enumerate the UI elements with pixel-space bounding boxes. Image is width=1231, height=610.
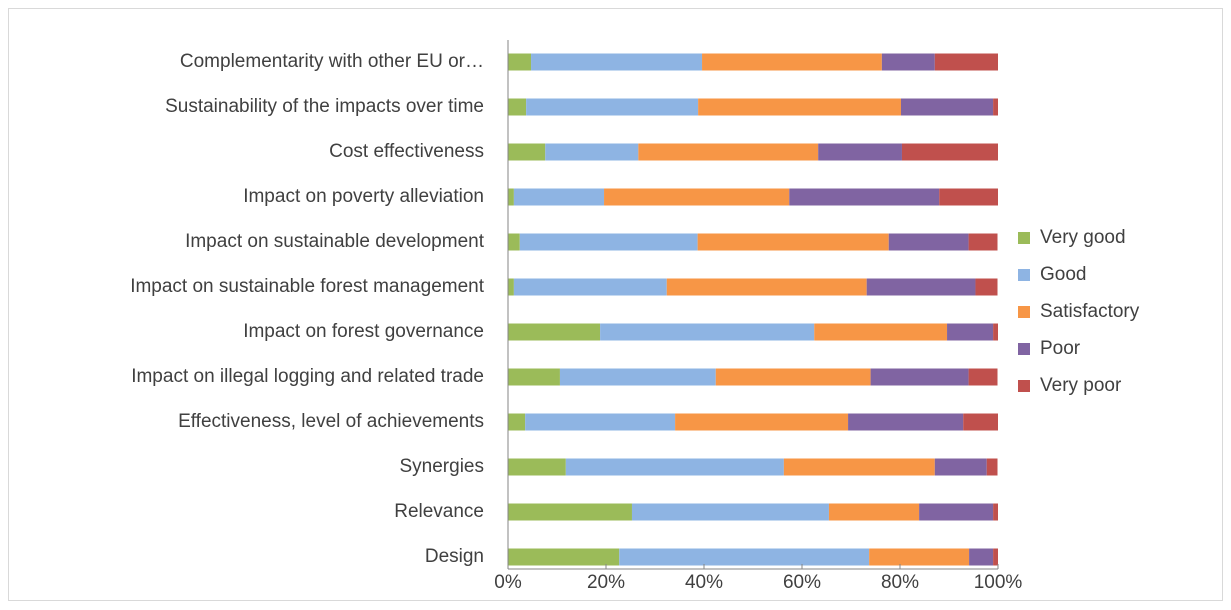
bar-segment <box>619 548 870 566</box>
bar-segment <box>939 188 998 206</box>
bar-segment <box>508 278 514 296</box>
bar-segment <box>919 503 994 521</box>
bar-segment <box>698 98 901 116</box>
legend-swatch <box>1018 232 1030 244</box>
bar-segment <box>513 188 605 206</box>
y-tick-label: Impact on illegal logging and related tr… <box>131 366 484 387</box>
bar-segment <box>881 53 935 71</box>
bar-segment <box>508 233 520 251</box>
bar-segment <box>814 323 948 341</box>
bar-segment <box>508 503 632 521</box>
bar-segment <box>993 548 998 566</box>
bar-segment <box>697 233 889 251</box>
y-tick-label: Sustainability of the impacts over time <box>165 96 484 117</box>
bar-segment <box>559 368 716 386</box>
bar-segment <box>519 233 698 251</box>
bar-segment <box>870 368 969 386</box>
bar-segment <box>975 278 998 296</box>
legend-swatch <box>1018 306 1030 318</box>
bar-segment <box>508 368 560 386</box>
bar-segment <box>545 143 639 161</box>
x-tick-label: 100% <box>974 572 1023 593</box>
y-tick-label: Impact on forest governance <box>243 321 484 342</box>
y-tick-label: Design <box>425 546 484 567</box>
x-tick-label: 20% <box>587 572 625 593</box>
x-tick-label: 60% <box>783 572 821 593</box>
bar-segment <box>508 98 527 116</box>
bar-segment <box>968 233 998 251</box>
bar-segment <box>934 53 998 71</box>
x-tick-label: 40% <box>685 572 723 593</box>
y-tick-label: Cost effectiveness <box>329 141 484 162</box>
bar-segment <box>947 323 994 341</box>
bar-segment <box>600 323 815 341</box>
bar-segment <box>508 323 601 341</box>
legend-label: Very good <box>1040 227 1126 248</box>
bar-segment <box>508 188 514 206</box>
bar-segment <box>888 233 969 251</box>
bar-segment <box>986 458 998 476</box>
bar-segment <box>901 143 998 161</box>
bar-segment <box>715 368 871 386</box>
bar-segment <box>828 503 920 521</box>
bar-segment <box>525 413 676 431</box>
bar-segment <box>604 188 790 206</box>
bar-segment <box>675 413 849 431</box>
y-tick-label: Relevance <box>394 501 484 522</box>
bar-segment <box>565 458 784 476</box>
y-tick-label: Complementarity with other EU or… <box>180 51 484 72</box>
bar-segment <box>789 188 940 206</box>
bar-segment <box>963 413 998 431</box>
bar-segment <box>866 278 976 296</box>
x-tick-label: 80% <box>881 572 919 593</box>
bar-segment <box>969 548 994 566</box>
x-tick-label: 0% <box>494 572 522 593</box>
y-tick-label: Impact on poverty alleviation <box>243 186 484 207</box>
bar-segment <box>638 143 819 161</box>
y-tick-label: Synergies <box>400 456 485 477</box>
legend-label: Very poor <box>1040 375 1122 396</box>
bar-segment <box>869 548 970 566</box>
bar-segment <box>508 548 620 566</box>
legend-swatch <box>1018 343 1030 355</box>
bar-segment <box>993 503 998 521</box>
bar-segment <box>934 458 987 476</box>
legend-swatch <box>1018 269 1030 281</box>
y-tick-label: Effectiveness, level of achievements <box>178 411 484 432</box>
bar-segment <box>508 53 532 71</box>
bar-segment <box>993 98 998 116</box>
bar-segment <box>702 53 882 71</box>
bar-segment <box>508 458 566 476</box>
bar-segment <box>783 458 935 476</box>
legend-label: Good <box>1040 264 1086 285</box>
legend-swatch <box>1018 380 1030 392</box>
bar-segment <box>508 413 526 431</box>
legend-label: Satisfactory <box>1040 301 1140 322</box>
bar-segment <box>508 143 546 161</box>
bar-segment <box>631 503 829 521</box>
bar-segment <box>526 98 699 116</box>
bar-segment <box>666 278 867 296</box>
bar-segment <box>531 53 703 71</box>
bar-segment <box>968 368 998 386</box>
legend-label: Poor <box>1040 338 1081 359</box>
y-tick-label: Impact on sustainable forest management <box>130 276 485 297</box>
bar-segment <box>900 98 994 116</box>
bar-segment <box>513 278 667 296</box>
y-tick-label: Impact on sustainable development <box>185 231 485 252</box>
bar-segment <box>848 413 964 431</box>
bar-segment <box>818 143 902 161</box>
bar-segment <box>993 323 998 341</box>
